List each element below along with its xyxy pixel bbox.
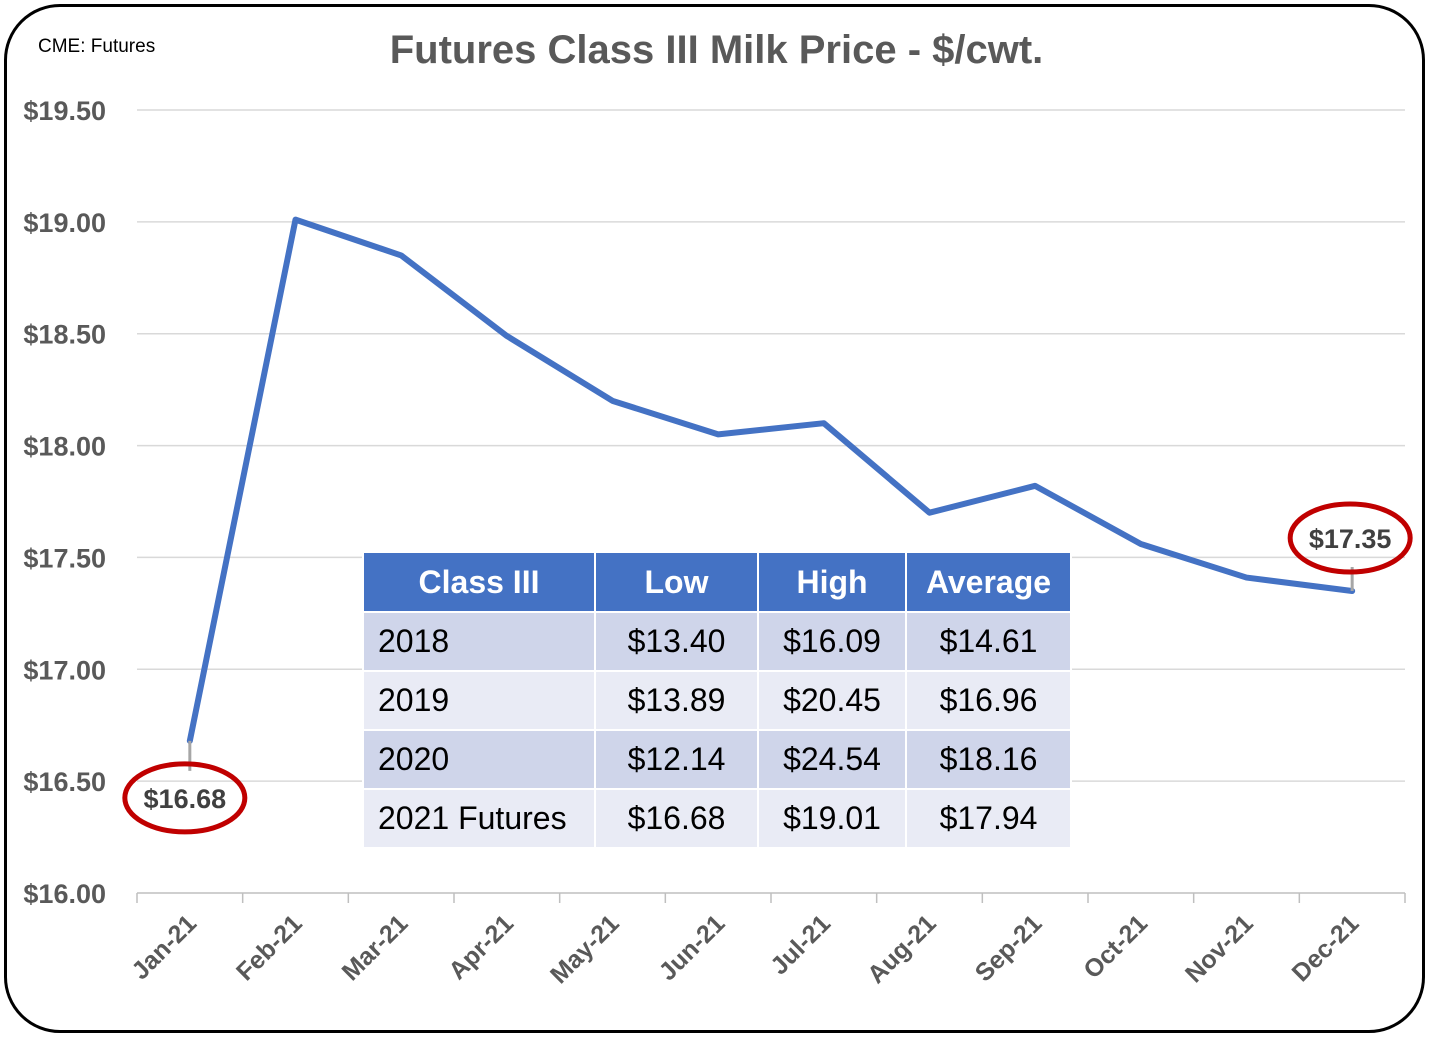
table-cell: 2019	[362, 670, 596, 731]
table-cell: 2021 Futures	[362, 788, 596, 849]
price-summary-table: Class III Low High Average 2018 $13.40 $…	[362, 551, 1072, 849]
source-note: CME: Futures	[38, 36, 156, 57]
y-tick-label: $19.00	[23, 208, 106, 238]
y-tick-label: $17.00	[23, 655, 106, 685]
table-cell: $14.61	[905, 611, 1072, 672]
x-tick-label: Aug-21	[862, 909, 942, 989]
chart-frame	[4, 4, 1425, 1033]
table-header-cell: High	[757, 551, 907, 613]
x-tick-label: Apr-21	[443, 909, 519, 985]
y-tick-label: $17.50	[23, 543, 106, 573]
data-label: $17.35	[1309, 524, 1392, 554]
table-header-row: Class III Low High Average	[362, 551, 1072, 613]
chart-title: Futures Class III Milk Price - $/cwt.	[389, 28, 1044, 72]
table-row: 2018 $13.40 $16.09 $14.61	[362, 611, 1072, 672]
table-header-cell: Low	[594, 551, 759, 613]
table-row: 2021 Futures $16.68 $19.01 $17.94	[362, 788, 1072, 849]
table-cell: $24.54	[757, 729, 907, 790]
highlight-circle	[1287, 501, 1413, 575]
y-tick-label: $19.50	[23, 96, 106, 126]
table-cell: $18.16	[905, 729, 1072, 790]
table-cell: 2020	[362, 729, 596, 790]
x-tick-label: Jan-21	[126, 909, 202, 985]
table-cell: $19.01	[757, 788, 907, 849]
y-tick-label: $16.50	[23, 767, 106, 797]
data-label: $16.68	[144, 784, 227, 814]
y-tick-label: $18.50	[23, 320, 106, 350]
highlight-circle	[122, 761, 248, 835]
x-tick-label: May-21	[545, 909, 625, 989]
y-tick-label: $18.00	[23, 432, 106, 462]
x-tick-label: Sep-21	[970, 909, 1048, 987]
table-row: 2020 $12.14 $24.54 $18.16	[362, 729, 1072, 790]
x-tick-label: Oct-21	[1078, 909, 1153, 984]
table-cell: $13.40	[594, 611, 759, 672]
table-cell: $16.09	[757, 611, 907, 672]
table-header-cell: Class III	[362, 551, 596, 613]
series-line	[186, 216, 1356, 744]
table-header-cell: Average	[905, 551, 1072, 613]
table-cell: $17.94	[905, 788, 1072, 849]
x-tick-label: Dec-21	[1287, 909, 1365, 987]
table-cell: $13.89	[594, 670, 759, 731]
x-tick-label: Jun-21	[654, 909, 731, 986]
y-tick-label: $16.00	[23, 879, 106, 909]
x-tick-label: Nov-21	[1180, 909, 1259, 988]
table-cell: $20.45	[757, 670, 907, 731]
x-tick-label: Mar-21	[337, 909, 414, 986]
table-cell: $12.14	[594, 729, 759, 790]
table-cell: $16.68	[594, 788, 759, 849]
x-tick-label: Jul-21	[765, 909, 836, 980]
table-row: 2019 $13.89 $20.45 $16.96	[362, 670, 1072, 731]
table-cell: 2018	[362, 611, 596, 672]
table-cell: $16.96	[905, 670, 1072, 731]
x-tick-label: Feb-21	[231, 909, 308, 986]
